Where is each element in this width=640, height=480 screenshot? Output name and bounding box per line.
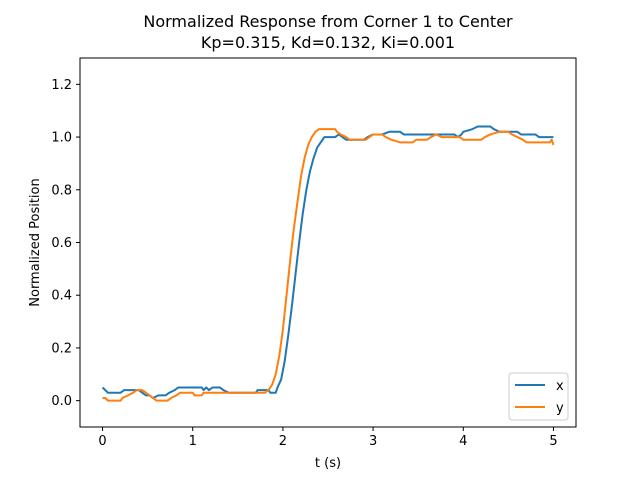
legend: x y (508, 372, 569, 421)
plot-series-group (101, 125, 555, 402)
y-tick-label: 1.0 (51, 131, 72, 146)
y-tick-label: 1.2 (51, 78, 72, 93)
x-axis-label: t (s) (315, 456, 341, 471)
y-tick-label: 0.8 (51, 183, 72, 198)
x-tick-label: 3 (369, 434, 377, 449)
y-axis-label: Normalized Position (28, 178, 43, 306)
y-tick-label: 0.6 (51, 236, 72, 251)
y-tick-label: 0.0 (51, 394, 72, 409)
x-tick-label: 5 (549, 434, 557, 449)
x-tick-label: 1 (189, 434, 197, 449)
y-axis-ticks: 0.0 0.2 0.4 0.6 0.8 1.0 1.2 (51, 78, 80, 409)
plot-area-frame (79, 57, 577, 428)
x-axis-ticks: 0 1 2 3 4 5 (98, 427, 558, 449)
chart-title-line2: Kp=0.315, Kd=0.132, Ki=0.001 (201, 33, 455, 52)
chart-title-line1: Normalized Response from Corner 1 to Cen… (143, 12, 513, 31)
series-line-y (102, 128, 555, 402)
x-tick-label: 0 (98, 434, 106, 449)
series-line-x (101, 125, 554, 400)
legend-label-x: x (556, 379, 564, 394)
x-tick-label: 2 (279, 434, 287, 449)
legend-label-y: y (556, 401, 564, 416)
y-tick-label: 0.4 (51, 289, 72, 304)
y-tick-label: 0.2 (51, 341, 72, 356)
x-tick-label: 4 (459, 434, 467, 449)
